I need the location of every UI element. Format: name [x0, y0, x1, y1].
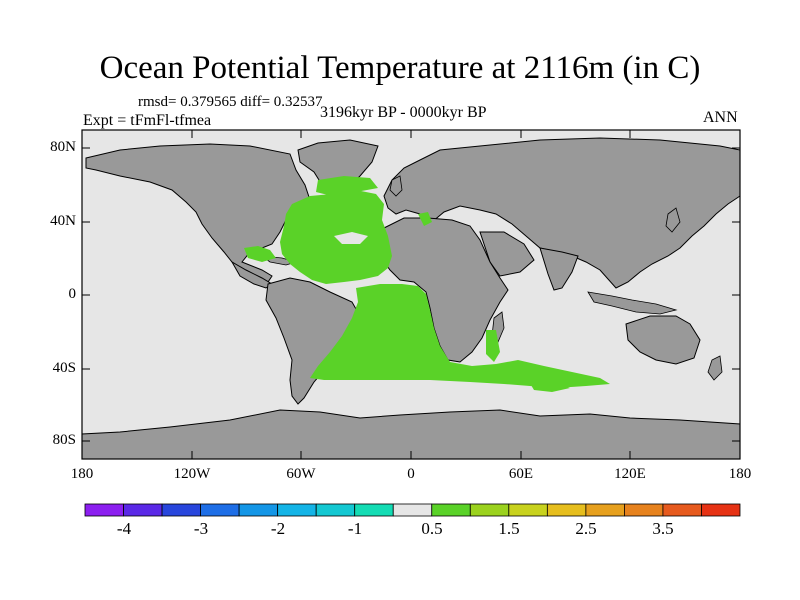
indonesia-islands: [587, 291, 678, 315]
lat-label-eq: 0: [68, 286, 77, 302]
africa-landmass: [377, 217, 509, 363]
lat-ticks: [82, 147, 740, 442]
lon-label-180w: 180: [70, 466, 94, 482]
colorbar-swatch: [508, 503, 548, 517]
map-panel: [81, 129, 741, 460]
australia-landmass: [625, 315, 701, 365]
lon-label-60e: 60E: [508, 466, 534, 482]
colorbar-swatch: [546, 503, 587, 517]
japan-islands: [665, 207, 681, 233]
colorbar-swatch: [624, 503, 664, 517]
colorbar-swatch: [238, 503, 279, 517]
colorbar-label: 1.5: [498, 519, 520, 538]
season-label: ANN: [703, 109, 738, 126]
colorbar-swatch: [431, 503, 471, 517]
experiment-label: Expt = tFmFl-tfmea: [83, 112, 212, 129]
colorbar-label: -3: [193, 519, 209, 538]
lat-label-80s: 80S: [52, 432, 76, 448]
colorbar-label: 2.5: [575, 519, 597, 538]
stats-label: rmsd= 0.379565 diff= 0.32537: [138, 94, 323, 110]
colorbar-swatch: [277, 503, 317, 517]
colorbar-swatch: [701, 503, 741, 517]
colorbar-label: 3.5: [652, 519, 674, 538]
lon-label-60w: 60W: [286, 466, 316, 482]
colorbar-label: -1: [347, 519, 363, 538]
colorbar-swatch: [392, 503, 433, 517]
anomaly-south-atlantic: [310, 284, 610, 388]
south-america-landmass: [265, 277, 361, 405]
lon-label-120w: 120W: [173, 466, 211, 482]
lat-label-80n: 80N: [50, 139, 76, 155]
anomaly-southern-ocean-tail: [528, 380, 570, 392]
colorbar-swatch: [585, 503, 625, 517]
lat-label-40n: 40N: [50, 213, 76, 229]
colorbar-label: -4: [116, 519, 132, 538]
anomaly-gap-north-atlantic: [334, 232, 368, 244]
eurasia-landmass: [383, 137, 741, 289]
lon-label-0: 0: [407, 466, 415, 482]
colorbar: [84, 503, 741, 517]
lon-label-180e: 180: [728, 466, 752, 482]
lon-label-120e: 120E: [614, 466, 646, 482]
new-zealand: [707, 355, 723, 381]
india-landmass: [539, 247, 579, 291]
colorbar-swatch: [662, 503, 702, 517]
map-title: Ocean Potential Temperature at 2116m (in…: [99, 50, 701, 86]
lat-label-40s: 40S: [52, 360, 76, 376]
anomaly-labrador: [316, 176, 378, 196]
colorbar-swatch: [84, 503, 124, 517]
colorbar-label: 0.5: [421, 519, 443, 538]
colorbar-swatch: [200, 503, 240, 517]
colorbar-swatch: [161, 503, 201, 517]
colorbar-swatch: [123, 503, 163, 517]
anomaly-mozambique: [486, 330, 500, 362]
british-isles: [389, 175, 403, 197]
colorbar-swatch: [354, 503, 394, 517]
anomaly-mediterranean: [418, 212, 432, 226]
lon-ticks: [81, 130, 741, 459]
antarctica-landmass: [81, 409, 741, 460]
colorbar-label: -2: [270, 519, 286, 538]
period-label: 3196kyr BP - 0000kyr BP: [320, 104, 487, 121]
anomaly-gulf: [244, 246, 276, 262]
colorbar-swatch: [315, 503, 356, 517]
colorbar-swatch: [469, 503, 510, 517]
